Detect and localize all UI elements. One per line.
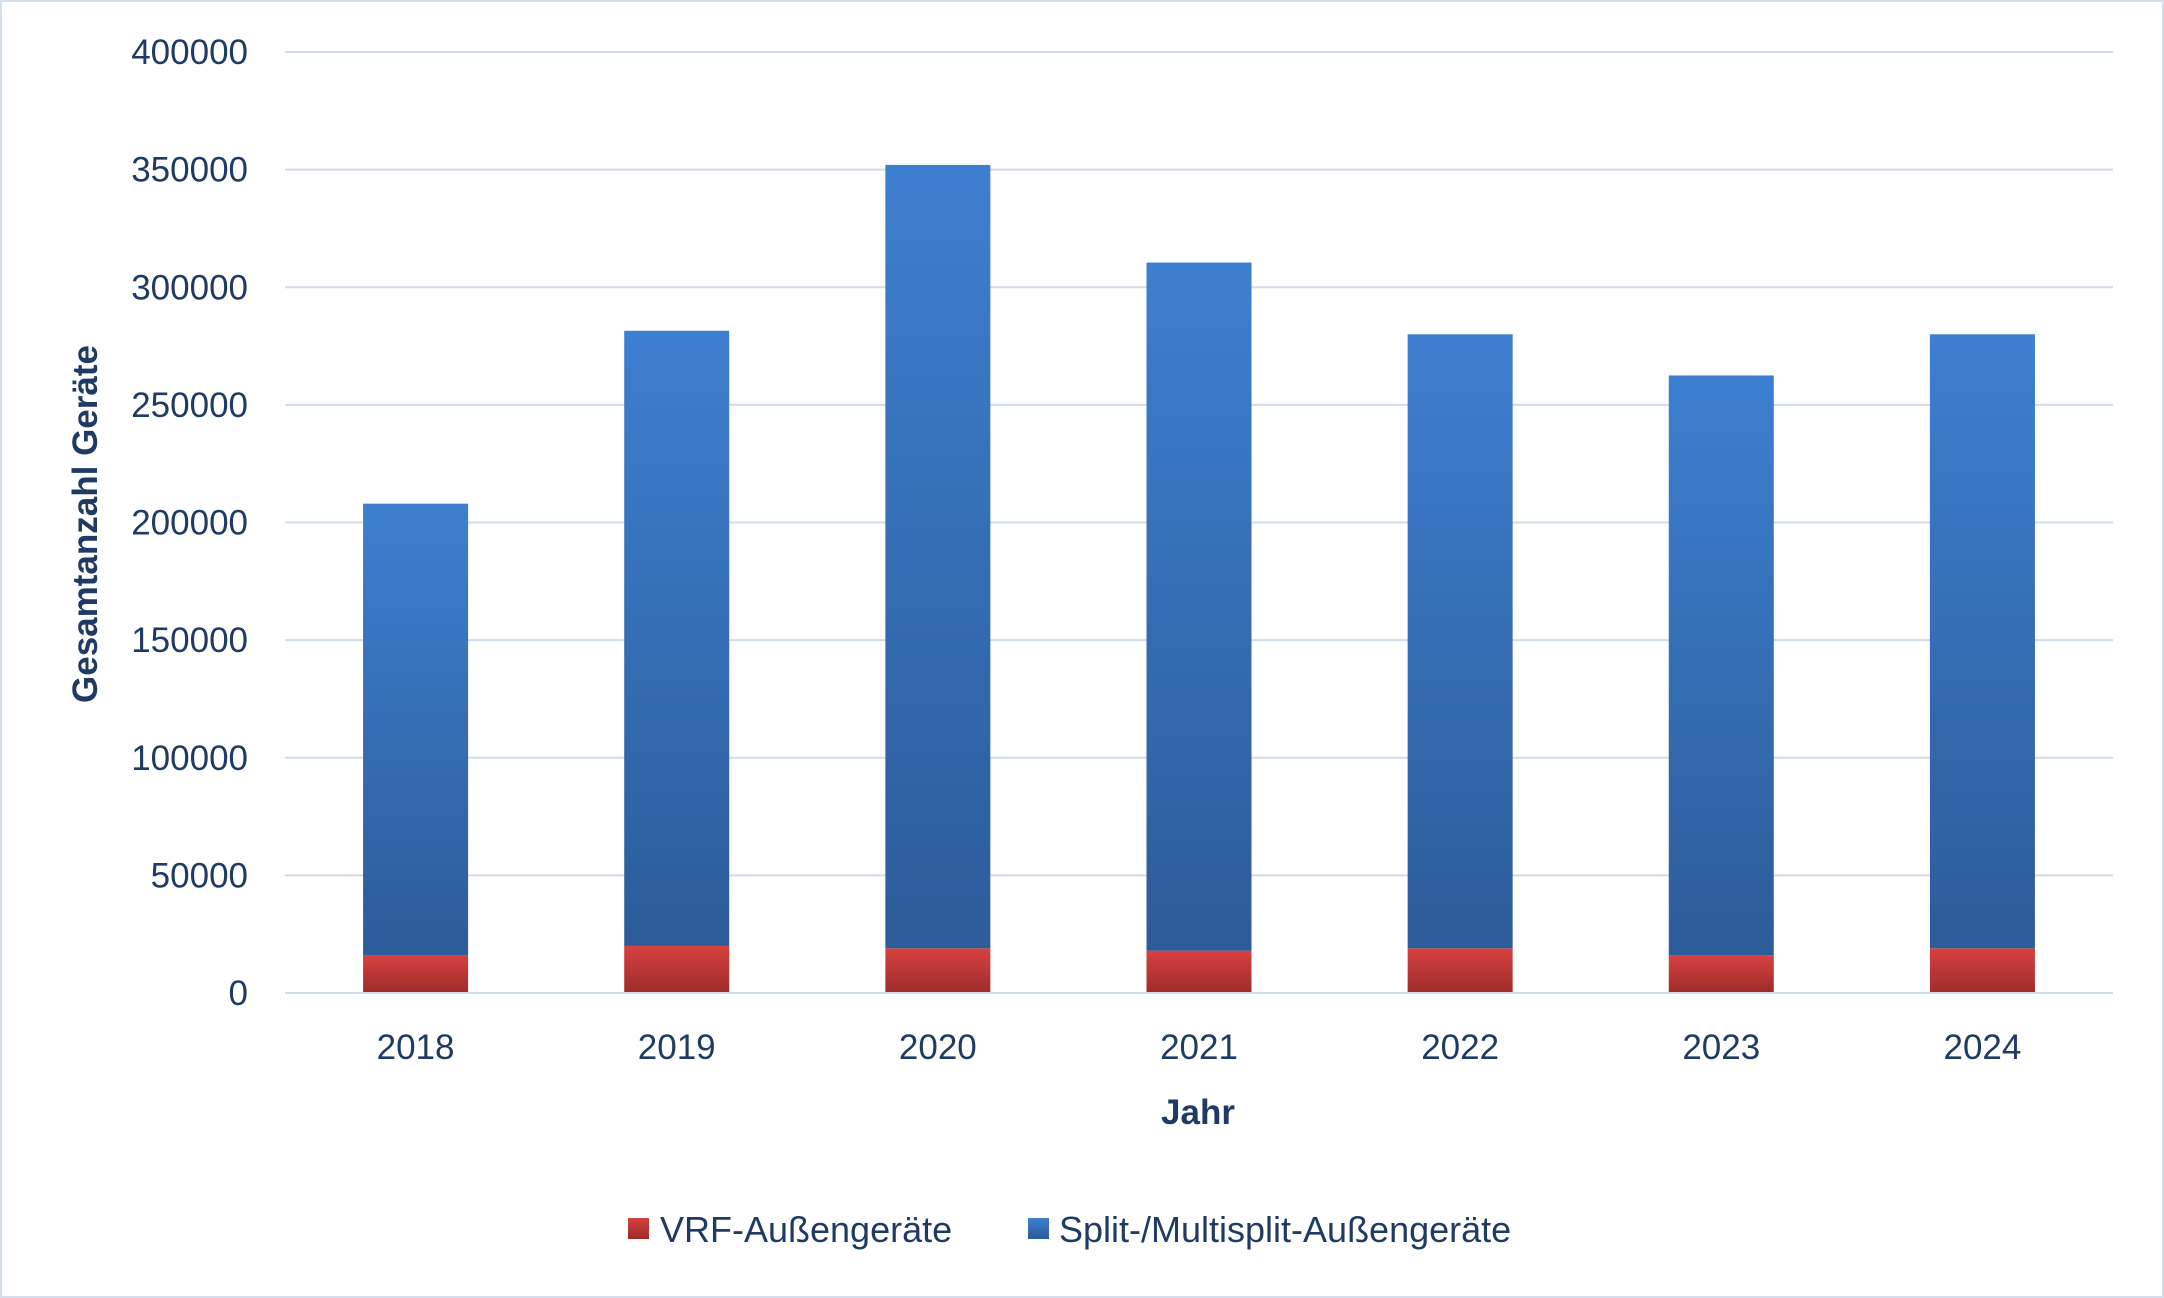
bar-segment-vrf [1146,950,1252,993]
x-tick-label: 2019 [638,1028,716,1067]
x-tick-label: 2023 [1682,1028,1760,1067]
bar-segment-split [363,503,469,956]
bar-segment-vrf [1668,955,1774,993]
y-tick-label: 350000 [131,151,248,190]
bar-segment-split [885,164,991,949]
x-tick-label: 2022 [1421,1028,1499,1067]
y-tick-label: 100000 [131,739,248,778]
x-tick-label: 2020 [899,1028,977,1067]
legend-swatch-vrf [628,1218,649,1239]
y-axis-ticks: 0 50000 100000 150000 200000 250000 300000 3500… [131,33,248,1013]
bar-segment-split [1407,334,1513,949]
bar-segment-vrf [885,948,991,993]
bars [363,164,2035,993]
x-tick-label: 2021 [1160,1028,1238,1067]
y-tick-label: 200000 [131,504,248,543]
bar-segment-vrf [1929,948,2035,993]
y-tick-label: 400000 [131,33,248,72]
x-axis-title: Jahr [1161,1093,1235,1132]
bar-segment-split [1668,375,1774,956]
x-axis-ticks: 2018 2019 2020 2021 2022 2023 2024 [377,1028,2022,1067]
bar-segment-vrf [624,945,730,993]
x-tick-label: 2024 [1943,1028,2021,1067]
legend-label-vrf: VRF-Außengeräte [660,1209,952,1250]
bar-segment-split [1146,262,1252,951]
bar-segment-vrf [363,955,469,993]
legend-label-split: Split-/Multisplit-Außengeräte [1059,1209,1511,1250]
bar-segment-split [1929,334,2035,949]
y-tick-label: 50000 [151,856,248,895]
legend: VRF-Außengeräte Split-/Multisplit-Außeng… [628,1209,1511,1250]
y-tick-label: 250000 [131,386,248,425]
y-tick-label: 0 [229,974,248,1013]
y-tick-label: 150000 [131,621,248,660]
legend-swatch-split [1028,1218,1049,1239]
bar-segment-split [624,330,730,946]
x-tick-label: 2018 [377,1028,455,1067]
y-tick-label: 300000 [131,268,248,307]
y-axis-title: Gesamtanzahl Geräte [66,345,105,703]
bar-segment-vrf [1407,948,1513,993]
